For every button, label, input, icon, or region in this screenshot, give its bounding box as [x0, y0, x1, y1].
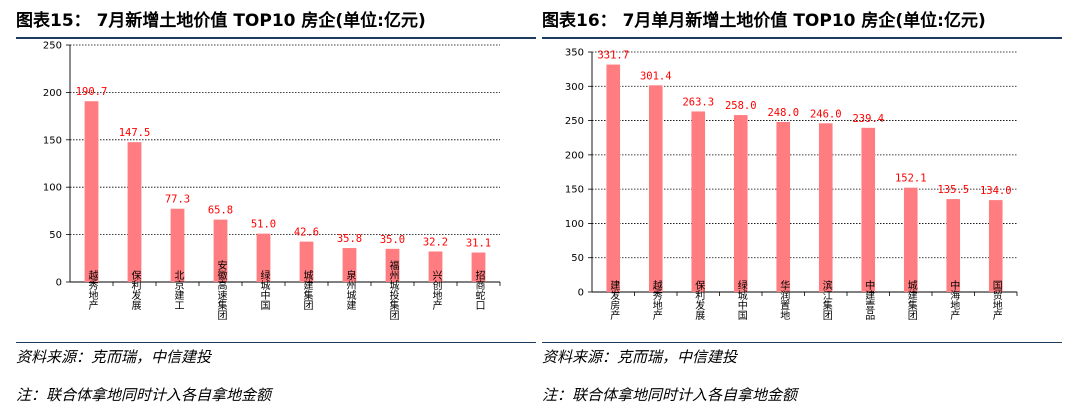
bar [256, 233, 271, 282]
data-label: 190.7 [76, 86, 108, 98]
category-label: 中建壹品 [863, 279, 875, 321]
category-label: 保利发展 [129, 269, 141, 311]
category-label: 北京建工 [172, 270, 184, 310]
category-label: 绿城中国 [258, 269, 270, 311]
category-label: 城建集团 [905, 280, 917, 321]
data-label: 135.5 [937, 184, 969, 196]
title-divider [16, 37, 536, 39]
bar [428, 251, 443, 282]
category-label: 建发房产 [608, 279, 620, 321]
category-label: 保利发展 [693, 279, 705, 321]
category-label: 兴创地产 [430, 270, 442, 311]
bar-chart-right: 0 50 100 150 200 250 300 350 331.7 建发房产 301.4 越秀地产 2… [565, 48, 1018, 321]
data-label: 134.0 [980, 185, 1012, 197]
category-label: 滨江集团 [820, 279, 832, 321]
data-label: 147.5 [119, 127, 151, 139]
data-label: 31.1 [466, 238, 491, 250]
category-label: 绿城中国 [735, 279, 747, 321]
bar [776, 121, 791, 292]
category-label: 中海地产 [948, 279, 960, 321]
bar [213, 219, 228, 282]
bar-chart-left: 0 50 100 150 200 250 190.7 越秀地产 147.5 保利发展 77.3 北京建… [43, 41, 501, 321]
y-tick-label: 100 [43, 183, 62, 194]
data-label: 32.2 [423, 236, 448, 248]
y-tick-label: 0 [56, 278, 62, 289]
category-label: 城建集团 [301, 270, 313, 311]
category-label: 越秀地产 [650, 279, 662, 321]
source-text: 资料来源：克而瑞，中信建投 [542, 348, 738, 366]
bar [170, 208, 185, 282]
data-label: 248.0 [767, 107, 799, 119]
bar [818, 123, 833, 292]
y-tick-label: 50 [571, 253, 584, 264]
bar [84, 101, 99, 282]
data-label: 301.4 [640, 70, 672, 82]
data-label: 51.0 [251, 219, 276, 231]
y-tick-label: 200 [565, 150, 584, 161]
data-label: 35.0 [380, 234, 405, 246]
bar [733, 115, 748, 292]
y-tick-label: 150 [565, 185, 584, 196]
bar [299, 241, 314, 282]
bar [471, 252, 486, 282]
data-label: 65.8 [208, 205, 233, 217]
chart-panel-right: 图表16： 7月单月新增土地价值 TOP10 房企(单位:亿元) 0 50 100 1… [542, 0, 1062, 415]
chart-title: 图表15： 7月新增土地价值 TOP10 房企(单位:亿元) [16, 11, 426, 31]
source-divider [542, 342, 1062, 343]
bar [988, 200, 1003, 292]
y-tick-label: 100 [565, 219, 584, 230]
category-label: 华润置地 [778, 279, 790, 320]
bar [127, 142, 142, 282]
data-label: 331.7 [597, 50, 629, 62]
y-tick-label: 350 [565, 48, 584, 59]
chart-panel-left: 图表15： 7月新增土地价值 TOP10 房企(单位:亿元) 0 50 100 150… [16, 0, 536, 415]
category-label: 国贸地产 [990, 280, 1002, 321]
data-label: 258.0 [725, 100, 757, 112]
data-label: 246.0 [810, 108, 842, 120]
bar [385, 248, 400, 282]
bar [946, 199, 961, 292]
y-tick-label: 200 [43, 88, 62, 99]
y-tick-label: 150 [43, 135, 62, 146]
y-tick-label: 250 [43, 41, 62, 52]
data-label: 35.8 [337, 233, 362, 245]
note-text: 注：联合体拿地同时计入各自拿地金额 [16, 386, 272, 404]
note-text: 注：联合体拿地同时计入各自拿地金额 [542, 386, 798, 404]
bar [903, 187, 918, 292]
y-tick-label: 250 [565, 116, 584, 127]
source-divider [16, 342, 536, 343]
y-tick-label: 0 [578, 288, 584, 299]
y-tick-label: 50 [49, 230, 62, 241]
source-text: 资料来源：克而瑞，中信建投 [16, 348, 212, 366]
bar [606, 64, 621, 292]
chart-title: 图表16： 7月单月新增土地价值 TOP10 房企(单位:亿元) [542, 11, 986, 31]
title-divider [542, 37, 1062, 39]
category-label: 福州城投集团 [387, 259, 399, 321]
bar [342, 248, 357, 282]
bar [691, 111, 706, 292]
bar [648, 85, 663, 292]
category-label: 招商蛇口 [473, 269, 485, 310]
y-tick-label: 300 [565, 82, 584, 93]
category-label: 越秀地产 [86, 269, 98, 311]
data-label: 42.6 [294, 227, 319, 239]
data-label: 152.1 [895, 173, 927, 185]
category-label: 安徽高速集团 [215, 259, 227, 321]
data-label: 239.4 [852, 113, 884, 125]
data-label: 263.3 [682, 96, 714, 108]
category-label: 泉州城建 [344, 269, 356, 310]
data-label: 77.3 [165, 194, 190, 206]
bar [861, 127, 876, 292]
